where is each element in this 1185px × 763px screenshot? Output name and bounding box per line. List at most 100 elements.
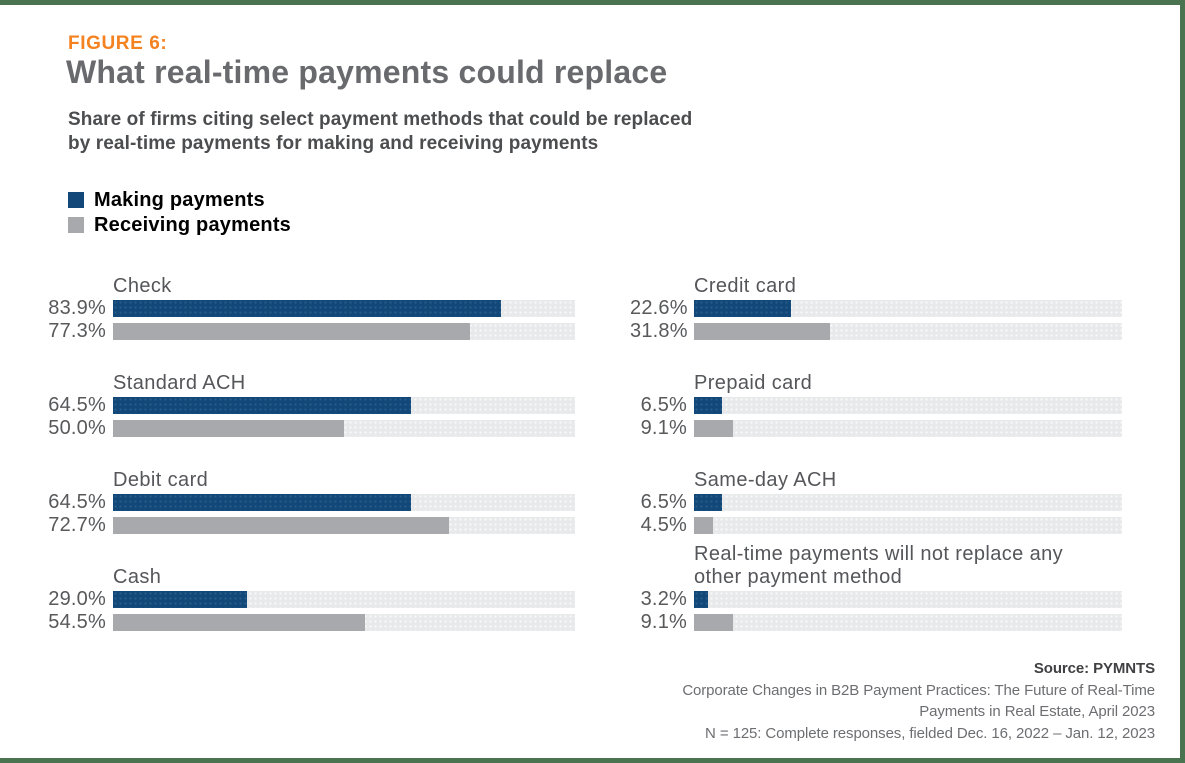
value-label-receiving: 72.7% [48,514,106,536]
bar-fill-making [113,494,411,511]
bar-rows: 29.0% 54.5% [45,588,575,637]
bar-group: Cash 29.0% 54.5% [45,563,575,660]
value-label-receiving: 50.0% [48,417,106,439]
bar-row-making: 83.9% [45,297,575,319]
legend-label-making: Making payments [94,189,265,211]
bar-fill-making [113,300,501,317]
category-label: Credit card [694,275,797,297]
bar-fill-making [694,591,708,608]
bar-track [113,420,575,437]
page-subtitle: Share of firms citing select payment met… [68,109,693,154]
bar-group: Debit card 64.5% 72.7% [45,466,575,563]
value-label-receiving: 9.1% [640,611,687,633]
bar-track [694,420,1122,437]
bar-rows: 22.6% 31.8% [630,297,1122,346]
bar-row-making: 29.0% [45,588,575,610]
bar-row-receiving: 9.1% [630,417,1122,439]
bar-row-receiving: 77.3% [45,320,575,342]
bar-track [113,591,575,608]
legend-item-receiving: Receiving payments [68,214,291,236]
category-label: Same-day ACH [694,469,837,491]
value-label-making: 6.5% [640,491,687,513]
bar-row-making: 22.6% [630,297,1122,319]
bar-rows: 3.2% 9.1% [630,588,1122,637]
bar-group: Credit card 22.6% 31.8% [630,272,1122,369]
bar-rows: 6.5% 9.1% [630,394,1122,443]
bar-track [694,614,1122,631]
page-border-bottom [0,758,1185,763]
value-label-receiving: 77.3% [48,320,106,342]
bar-row-receiving: 9.1% [630,611,1122,633]
value-label-receiving: 54.5% [48,611,106,633]
value-label-making: 3.2% [640,588,687,610]
bar-track [113,614,575,631]
value-label-receiving: 4.5% [640,514,687,536]
bar-track [694,300,1122,317]
bar-rows: 64.5% 50.0% [45,394,575,443]
bar-rows: 83.9% 77.3% [45,297,575,346]
category-label: Debit card [113,469,209,491]
bar-track [694,397,1122,414]
bar-row-receiving: 4.5% [630,514,1122,536]
bar-fill-making [113,397,411,414]
bar-fill-receiving [113,323,471,340]
bar-group: Standard ACH 64.5% 50.0% [45,369,575,466]
value-label-receiving: 31.8% [630,320,688,342]
bar-track [694,517,1122,534]
value-label-receiving: 9.1% [640,417,687,439]
chart-column-left: Check 83.9% 77.3% Standard ACH 64.5% 50.0% Deb… [45,272,575,660]
bar-fill-receiving [113,420,344,437]
bar-row-receiving: 54.5% [45,611,575,633]
bar-fill-receiving [113,517,449,534]
bar-fill-receiving [694,517,714,534]
legend-label-receiving: Receiving payments [94,214,292,236]
bar-fill-receiving [113,614,365,631]
source-block: Source: PYMNTS Corporate Changes in B2B … [555,658,1155,744]
category-label: Prepaid card [694,372,813,394]
bar-row-receiving: 72.7% [45,514,575,536]
value-label-making: 22.6% [630,297,688,319]
bar-fill-making [694,397,722,414]
category-label: Cash [113,566,162,588]
bar-track [113,300,575,317]
bar-group: Prepaid card 6.5% 9.1% [630,369,1122,466]
legend-item-making: Making payments [68,189,291,211]
bar-row-making: 3.2% [630,588,1122,610]
bar-track [113,494,575,511]
bar-fill-making [694,494,722,511]
bar-row-receiving: 31.8% [630,320,1122,342]
page-border-right [1180,0,1185,763]
bar-track [694,323,1122,340]
receiving-payments-swatch-icon [68,217,84,233]
bar-row-making: 64.5% [45,394,575,416]
making-payments-swatch-icon [68,192,84,208]
bar-rows: 6.5% 4.5% [630,491,1122,540]
bar-group: Real-time payments will not replace any … [630,543,1122,660]
source-report-line-1: Corporate Changes in B2B Payment Practic… [682,681,1155,699]
bar-track [113,397,575,414]
bar-row-making: 64.5% [45,492,575,512]
bar-group: Check 83.9% 77.3% [45,272,575,369]
bar-fill-making [694,300,791,317]
category-label: Standard ACH [113,372,246,394]
bar-fill-making [113,591,247,608]
bar-rows: 64.5% 72.7% [45,492,575,540]
source-report-line-2: Payments in Real Estate, April 2023 [919,703,1155,720]
value-label-making: 64.5% [48,394,106,416]
source-sample-note: N = 125: Complete responses, fielded Dec… [705,724,1155,742]
value-label-making: 6.5% [640,394,687,416]
bar-row-receiving: 50.0% [45,417,575,439]
value-label-making: 83.9% [48,297,106,319]
bar-group: Same-day ACH 6.5% 4.5% [630,466,1122,563]
bar-fill-receiving [694,614,733,631]
figure-number-label: FIGURE 6: [68,33,168,54]
bar-track [113,517,575,534]
category-label: Check [113,275,172,297]
page-border-top [0,0,1185,5]
page-title: What real-time payments could replace [66,54,668,90]
value-label-making: 29.0% [48,588,106,610]
bar-track [113,323,575,340]
bar-fill-receiving [694,323,831,340]
bar-row-making: 6.5% [630,491,1122,513]
